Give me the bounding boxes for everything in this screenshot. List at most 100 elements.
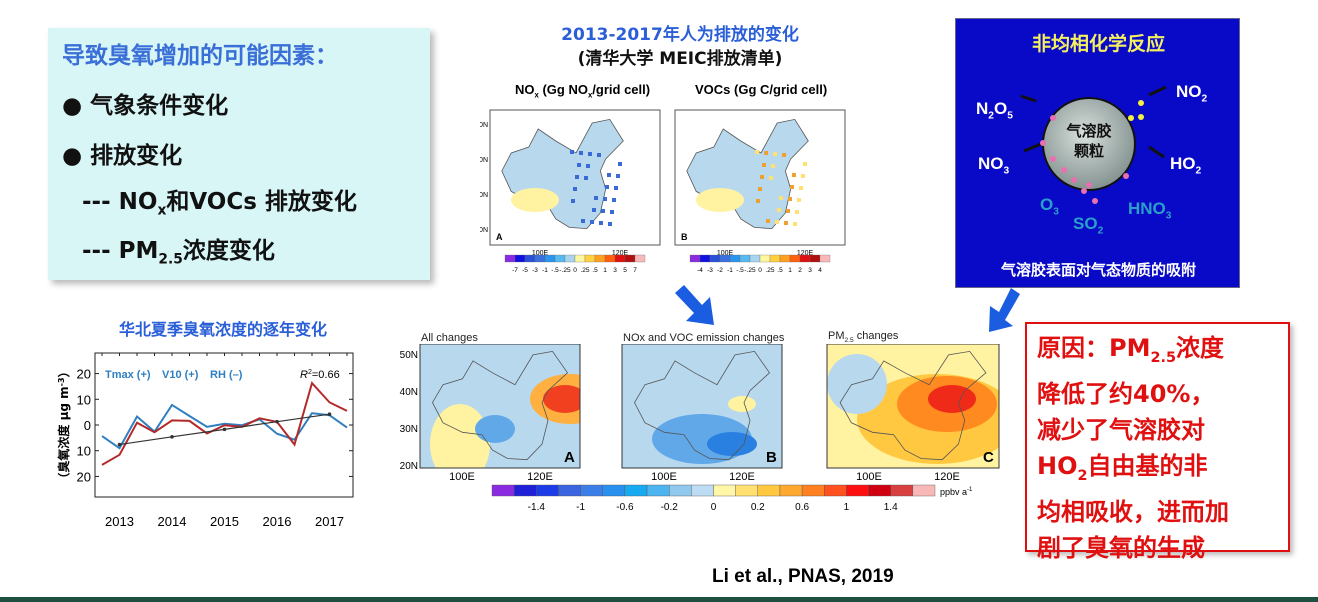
colorbar-cell [691, 484, 714, 497]
y-axis-label: （臭氧浓度 μg m-3） [56, 365, 71, 484]
emission-cell [790, 185, 794, 189]
emission-cell [584, 176, 588, 180]
ozone-change-region [728, 396, 756, 412]
aerosol-particle: 气溶胶 颗粒 [1042, 97, 1136, 191]
colorbar-tick: -4 [697, 267, 703, 274]
colorbar-cell [594, 254, 606, 263]
colorbar-cell [799, 254, 811, 263]
footer-line [0, 597, 1318, 602]
n2o5-label: N2O5 [976, 99, 1013, 122]
colorbar-cell [574, 254, 586, 263]
emission-cell [605, 185, 609, 189]
colorbar-tick: 4 [818, 267, 822, 274]
colorbar-tick: 0.6 [795, 502, 809, 513]
colorbar-cell [602, 484, 626, 497]
x-tick-label: 2015 [210, 514, 239, 529]
emission-cell [773, 152, 777, 156]
ozone-line-chart: 20 10 0 10 20 2013 2014 2015 2016 2017 Tmax (+) V10… [56, 352, 354, 529]
no3-label: NO3 [978, 154, 1010, 177]
arrow-down-left-icon [989, 288, 1020, 332]
hetero-title: 非均相化学反应 [1031, 33, 1165, 55]
ozone-change-region [928, 385, 976, 413]
colorbar-cell [689, 254, 701, 263]
emission-cell [762, 163, 766, 167]
y-tick-label: 10 [77, 392, 91, 407]
emission-cell [769, 176, 773, 180]
lon-tick: 120E [797, 250, 814, 257]
emission-cell [601, 209, 605, 213]
ho2-label: HO2 [1170, 154, 1202, 177]
emission-cell [577, 163, 581, 167]
reason-line-3: 减少了气溶胶对 [1037, 415, 1205, 444]
colorbar-cell [614, 254, 626, 263]
emission-cell [597, 153, 601, 157]
emission-cell [788, 197, 792, 201]
panel-letter: B [766, 449, 777, 466]
reason-line-4: HO2自由基的非 [1037, 451, 1208, 484]
colorbar-cell [699, 254, 711, 263]
map-frame [826, 344, 1000, 469]
colorbar-cell [491, 484, 515, 497]
colorbar-cell [912, 484, 936, 497]
emission-cell [570, 150, 574, 154]
colorbar-tick: -.5 [551, 267, 559, 274]
colorbar-cell [624, 254, 636, 263]
colorbar-tick: 0 [758, 267, 762, 274]
panel-letter: A [564, 449, 575, 466]
y-tick-label: 20 [77, 367, 91, 382]
reason-box: 原因：PM2.5浓度 降低了约40%， 减少了气溶胶对 HO2自由基的非 均相吸… [1025, 322, 1290, 562]
colorbar-cell [504, 254, 516, 263]
colorbar-cell [779, 484, 803, 497]
lon-tick: 100E [856, 471, 882, 483]
r-squared-annotation: R2=0.66 [300, 369, 340, 381]
colorbar-cell [604, 254, 616, 263]
ozone-change-region [543, 385, 580, 413]
emission-cell [612, 198, 616, 202]
colorbar-tick: .25 [580, 267, 589, 274]
colorbar-tick: 3 [808, 267, 812, 274]
ozone-change-region [707, 432, 757, 456]
emission-cell [792, 173, 796, 177]
factors-box: 导致臭氧增加的可能因素： ● 气象条件变化 ● 排放变化 --- NOx和VOC… [48, 28, 430, 280]
emission-cell [575, 175, 579, 179]
x-tick-label: 2014 [158, 514, 187, 529]
colorbar-cell [779, 254, 791, 263]
map-panel [827, 344, 999, 468]
colorbar-tick: .5 [777, 267, 783, 274]
ozone-chart-title: 华北夏季臭氧浓度的逐年变化 [118, 320, 327, 339]
emission-cell [599, 221, 603, 225]
colorbar-cell [789, 254, 801, 263]
colorbar-cell [634, 254, 646, 263]
colorbar-tick: -3 [707, 267, 713, 274]
emission-cell [594, 196, 598, 200]
emission-cell [801, 174, 805, 178]
lat-tick: 30N [400, 424, 418, 435]
map-panel [622, 344, 782, 468]
colorbar-tick: -.25 [744, 267, 756, 274]
emission-cell [616, 174, 620, 178]
panel-title-all: All changes [421, 332, 478, 344]
panel-letter: B [681, 232, 688, 242]
emission-cell [775, 220, 779, 224]
voc-panel-label: VOCs (Gg C/grid cell) [695, 82, 828, 97]
emission-cell [795, 210, 799, 214]
colorbar-tick: .25 [765, 267, 774, 274]
emission-cell [610, 210, 614, 214]
emission-cell [592, 208, 596, 212]
legend-entry: V10 (+) [162, 369, 199, 381]
ozone-change-region [827, 354, 887, 414]
lon-tick: 100E [717, 250, 734, 257]
colorbar-tick: 1 [788, 267, 792, 274]
ylabel-sup: -3 [57, 377, 66, 386]
bullet-emission: ● 排放变化 [62, 143, 183, 169]
reason-line-2: 降低了约40%， [1037, 379, 1215, 408]
panel-letter: C [983, 449, 994, 466]
emission-cell [771, 164, 775, 168]
emission-cell [618, 162, 622, 166]
arrow-down-right-icon [675, 285, 714, 325]
colorbar-tick: 1.4 [884, 502, 898, 513]
colorbar-tick: .5 [592, 267, 598, 274]
ylabel-text: （臭氧浓度 μg m [56, 386, 71, 484]
ylabel-close: ） [56, 365, 71, 377]
colorbar-tick: 3 [613, 267, 617, 274]
